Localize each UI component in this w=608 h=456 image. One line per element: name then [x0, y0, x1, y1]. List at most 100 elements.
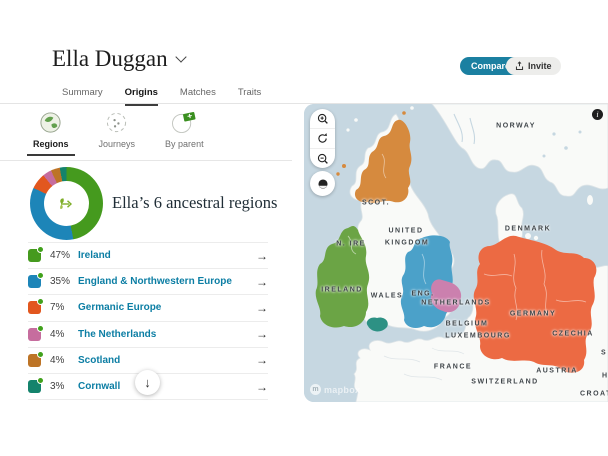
arrow-right-icon[interactable]: → [256, 248, 268, 263]
region-link[interactable]: Ireland [78, 250, 111, 262]
zoom-out-icon [317, 153, 328, 164]
map-region-ireland[interactable] [315, 226, 370, 328]
island [346, 128, 350, 132]
region-row-scotland[interactable]: 4% Scotland → [28, 346, 268, 373]
mapbox-attribution[interactable]: m mapbox [310, 384, 360, 395]
subtab-regions[interactable]: Regions [27, 111, 75, 156]
region-swatch [28, 298, 44, 315]
island-gotland [587, 195, 593, 205]
region-link[interactable]: England & Northwestern Europe [78, 276, 232, 288]
ancestry-map[interactable]: NORWAY DENMARK SCOT. N. IRE IRELAND UNIT… [304, 104, 608, 402]
map-canvas[interactable] [304, 104, 608, 402]
france-borders [383, 347, 465, 381]
fjords [453, 113, 476, 145]
island-hebrides [336, 172, 340, 176]
profile-name-dropdown[interactable]: Ella Duggan [52, 46, 187, 72]
main-tabs: Summary Origins Matches Traits [62, 87, 261, 106]
subtab-journeys[interactable]: Journeys [96, 111, 139, 156]
region-link[interactable]: Cornwall [78, 381, 121, 393]
region-row-ireland[interactable]: 47% Ireland → [28, 242, 268, 268]
journeys-route-icon [107, 112, 127, 133]
map-region-scotland[interactable] [354, 119, 412, 204]
scroll-down-button[interactable]: ↓ [135, 370, 160, 395]
tab-traits[interactable]: Traits [237, 87, 262, 98]
germany-borders [483, 249, 587, 321]
region-percent: 35% [50, 276, 71, 288]
arrow-right-icon[interactable]: → [256, 379, 268, 394]
lake [564, 146, 568, 150]
ethnicity-donut-chart[interactable] [30, 167, 103, 240]
lake [578, 130, 582, 134]
map-region-germanic[interactable] [473, 235, 597, 373]
island [533, 235, 539, 241]
ni-border [347, 235, 357, 255]
zoom-in-icon [317, 113, 328, 124]
reset-history-icon [318, 133, 327, 143]
region-row-netherlands[interactable]: 4% The Netherlands → [28, 320, 268, 347]
tab-summary[interactable]: Summary [62, 87, 103, 98]
new-region-dot-icon [37, 350, 44, 358]
subtab-by-parent-label: By parent [165, 139, 204, 149]
new-region-dot-icon [37, 377, 44, 385]
island-shetland [410, 106, 414, 110]
england-border [421, 253, 427, 285]
donut-hole [44, 181, 89, 226]
new-region-dot-icon [37, 272, 44, 280]
region-row-england[interactable]: 35% England & Northwestern Europe → [28, 268, 268, 294]
arrow-right-icon[interactable]: → [256, 327, 268, 342]
region-row-germanic[interactable]: 7% Germanic Europe → [28, 294, 268, 320]
tab-matches[interactable]: Matches [179, 87, 216, 98]
ancestry-leaf-icon [60, 198, 73, 210]
mapbox-logo-text: mapbox [324, 384, 361, 395]
lake [542, 154, 546, 158]
scotland-border [381, 153, 387, 179]
map-land-scandinavia [431, 104, 608, 197]
compare-button[interactable]: Compare [460, 57, 522, 75]
region-percent: 4% [50, 328, 65, 340]
island-orkney [402, 111, 406, 115]
down-arrow-icon: ↓ [144, 375, 151, 390]
region-percent: 7% [50, 302, 65, 314]
map-region-cornwall[interactable] [366, 317, 388, 332]
region-swatch [28, 324, 44, 341]
subtabs-divider [0, 160, 292, 161]
region-link[interactable]: Scotland [78, 354, 121, 366]
profile-name: Ella Duggan [52, 46, 168, 71]
region-link[interactable]: Germanic Europe [78, 302, 162, 314]
map-style-globe-icon [317, 178, 328, 189]
arrow-right-icon[interactable]: → [256, 353, 268, 368]
zoom-in-button[interactable] [310, 109, 335, 128]
compare-label: Compare [471, 61, 511, 71]
reset-view-button[interactable] [310, 128, 335, 148]
mapbox-logo-icon: m [310, 384, 321, 395]
region-swatch [28, 377, 44, 394]
globe-regions-icon [40, 112, 61, 133]
island [525, 233, 531, 239]
map-region-netherlands[interactable] [430, 279, 462, 313]
region-swatch [28, 246, 44, 263]
tabs-divider [0, 103, 608, 104]
arrow-right-icon[interactable]: → [256, 274, 268, 289]
origins-subtabs: Regions Journeys By parent [27, 111, 207, 156]
island [354, 118, 358, 122]
region-link[interactable]: The Netherlands [78, 328, 157, 340]
map-style-toggle-button[interactable] [310, 171, 335, 196]
map-zoom-controls [310, 109, 335, 168]
invite-label: Invite [528, 61, 552, 71]
map-land-denmark [495, 193, 524, 245]
region-list: 47% Ireland → 35% England & Northwestern… [28, 242, 268, 401]
island-hebrides [342, 164, 346, 168]
zoom-out-button[interactable] [310, 148, 335, 168]
lake [552, 132, 556, 136]
origins-title: Ella’s 6 ancestral regions [112, 193, 278, 212]
subtab-by-parent[interactable]: By parent [162, 111, 207, 156]
share-icon [515, 61, 524, 71]
region-swatch [28, 350, 44, 367]
parent-flag-icon [172, 111, 196, 134]
tab-origins[interactable]: Origins [124, 87, 159, 106]
new-region-dot-icon [37, 246, 44, 254]
arrow-right-icon[interactable]: → [256, 300, 268, 315]
invite-button[interactable]: Invite [506, 57, 561, 75]
map-info-button[interactable]: i [592, 109, 603, 120]
